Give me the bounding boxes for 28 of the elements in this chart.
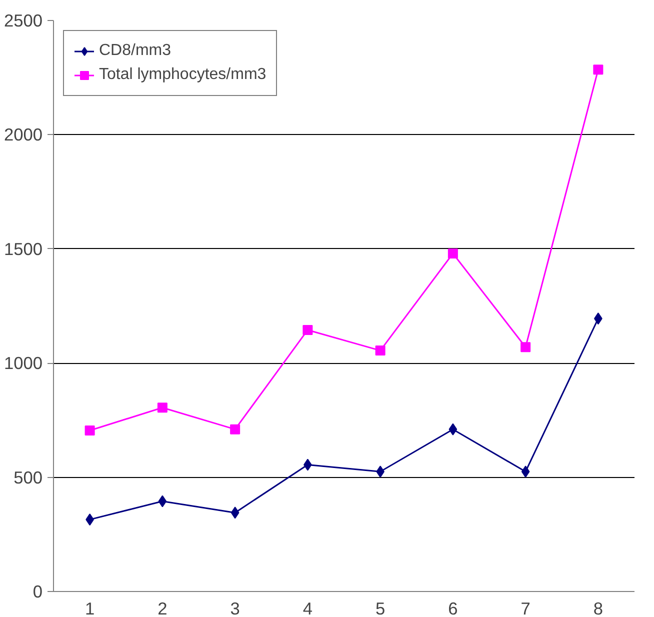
point — [593, 64, 604, 75]
y-tick-label: 2000 — [4, 124, 43, 145]
legend-label: CD8/mm3 — [99, 42, 172, 60]
x-tick-label: 6 — [448, 598, 458, 617]
x-tick-label: 3 — [230, 598, 240, 617]
point — [521, 466, 530, 478]
point — [230, 424, 240, 434]
point — [448, 423, 458, 436]
y-tick-label: 2500 — [4, 10, 43, 30]
x-tick-label: 7 — [520, 598, 530, 617]
x-tick-label: 1 — [84, 598, 95, 617]
point — [157, 402, 168, 413]
y-tick-label: 500 — [14, 467, 43, 488]
point — [375, 346, 386, 356]
point — [158, 495, 167, 508]
x-tick-label: 5 — [375, 598, 386, 617]
y-tick-label: 0 — [32, 582, 43, 602]
y-tick-label: 1500 — [4, 238, 43, 259]
point — [520, 342, 531, 352]
point — [84, 425, 95, 436]
point — [302, 324, 313, 335]
point — [448, 248, 458, 258]
y-tick-label: 1000 — [4, 353, 43, 374]
x-tick-label: 4 — [302, 598, 313, 617]
x-tick-label: 8 — [593, 598, 604, 617]
x-tick-label: 2 — [158, 598, 168, 617]
legend-label: Total lymphocytes/mm3 — [99, 66, 266, 84]
point — [230, 506, 240, 519]
